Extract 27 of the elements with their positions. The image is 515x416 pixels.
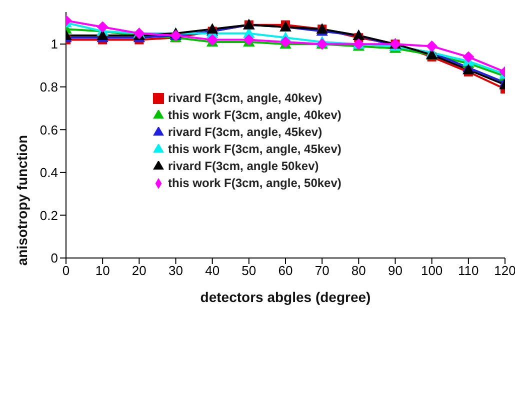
legend-label: this work F(3cm, angle, 40kev) bbox=[168, 108, 342, 122]
legend-label: this work F(3cm, angle, 50kev) bbox=[168, 176, 342, 190]
legend-label: rivard F(3cm, angle 50kev) bbox=[168, 159, 319, 173]
x-tick-label: 90 bbox=[388, 263, 402, 278]
x-tick-label: 120 bbox=[494, 263, 515, 278]
x-tick-label: 80 bbox=[351, 263, 366, 278]
y-tick-label: 1 bbox=[50, 36, 58, 52]
x-tick-label: 70 bbox=[314, 263, 330, 278]
y-tick-label: 0.8 bbox=[40, 79, 58, 94]
x-tick-label: 110 bbox=[458, 263, 479, 278]
x-tick-label: 60 bbox=[278, 263, 293, 278]
legend-label: rivard F(3cm, angle, 45kev) bbox=[168, 125, 322, 139]
x-tick-label: 0 bbox=[62, 263, 70, 278]
x-tick-label: 10 bbox=[95, 263, 110, 278]
y-tick-label: 0.6 bbox=[40, 122, 58, 138]
y-tick-label: 0.2 bbox=[40, 208, 58, 223]
x-tick-label: 50 bbox=[242, 263, 256, 278]
y-axis-title: anisotropy function bbox=[14, 135, 30, 266]
x-tick-label: 40 bbox=[205, 263, 220, 278]
x-tick-label: 20 bbox=[132, 263, 146, 278]
y-tick-label: 0.4 bbox=[40, 165, 58, 180]
legend-label: this work F(3cm, angle, 45kev) bbox=[168, 142, 342, 156]
y-tick-label: 0 bbox=[50, 250, 58, 266]
x-tick-label: 100 bbox=[420, 263, 443, 278]
x-tick-label: 30 bbox=[168, 263, 183, 278]
legend-label: rivard F(3cm, angle, 40kev) bbox=[168, 91, 322, 105]
x-axis-title: detectors abgles (degree) bbox=[200, 289, 371, 305]
